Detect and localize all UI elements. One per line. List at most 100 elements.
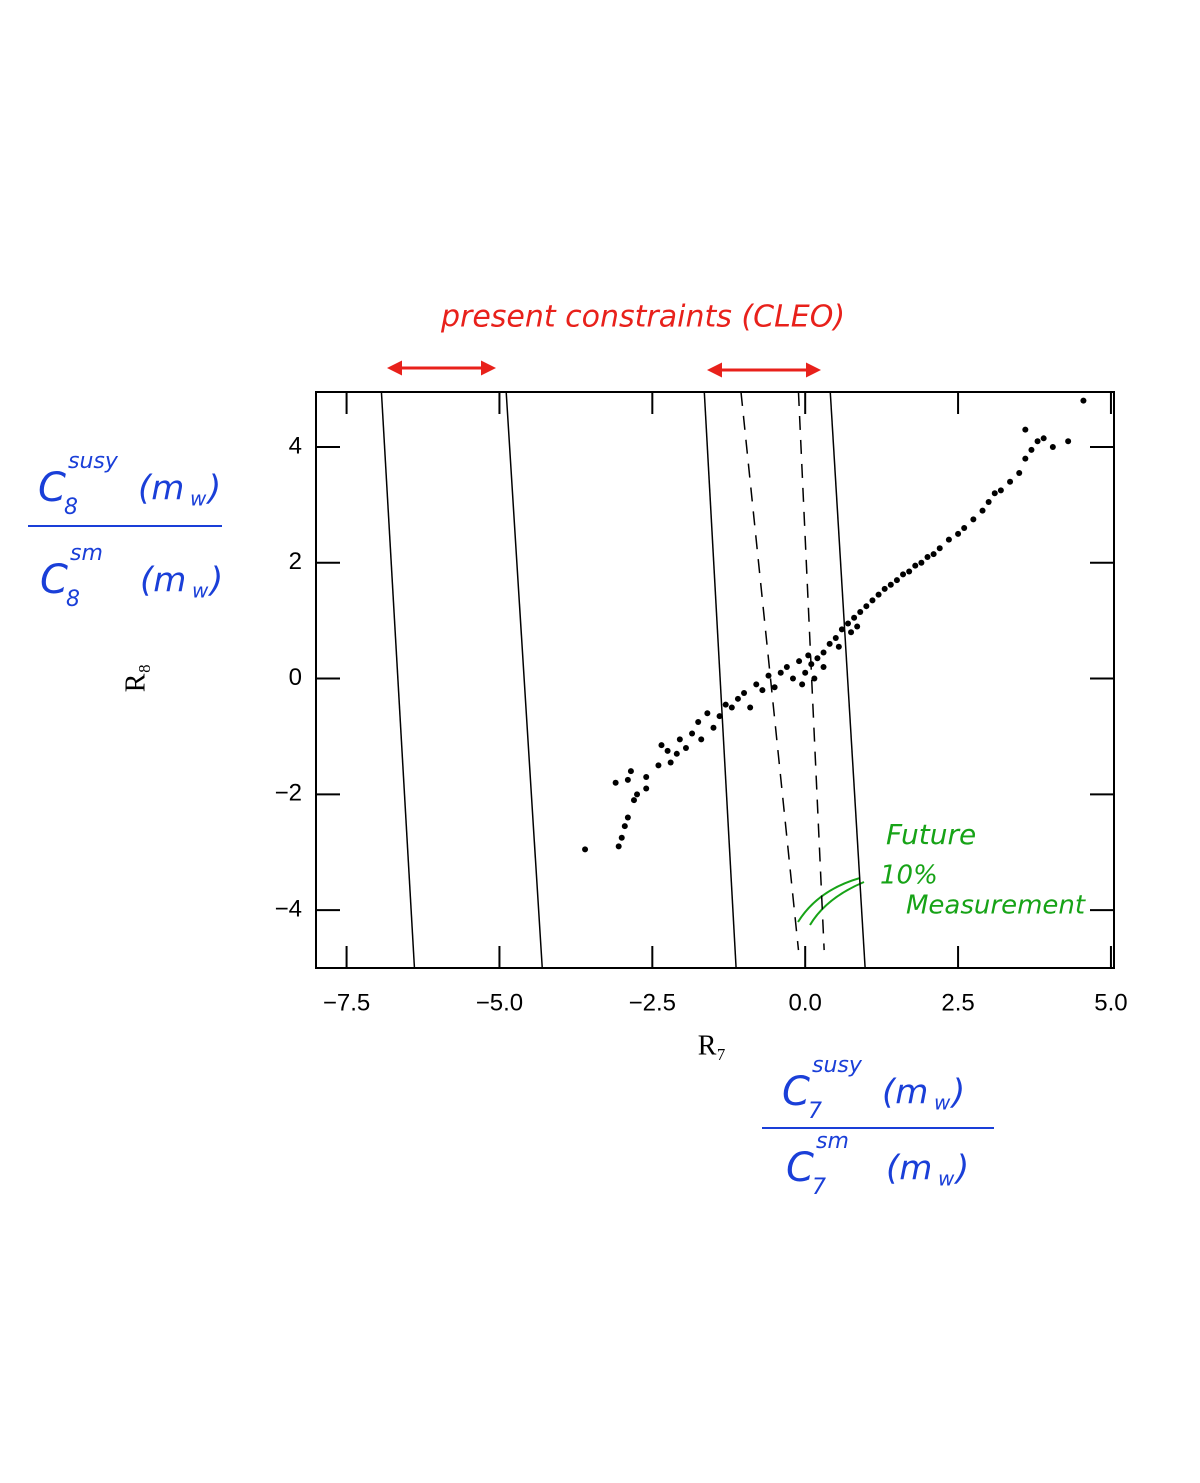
fraction-text: C bbox=[40, 557, 68, 603]
scatter-point bbox=[621, 823, 628, 830]
scatter-point bbox=[961, 525, 968, 532]
scatter-point bbox=[667, 759, 674, 766]
scatter-point bbox=[805, 652, 812, 659]
scatter-point bbox=[612, 779, 619, 786]
scatter-point bbox=[835, 643, 842, 650]
y-axis-label: R₈ bbox=[120, 664, 151, 692]
scatter-point bbox=[1065, 438, 1072, 445]
scatter-point bbox=[997, 487, 1004, 494]
scatter-point bbox=[906, 568, 913, 575]
scatter-point bbox=[753, 681, 760, 688]
scatter-point bbox=[826, 640, 833, 647]
fraction-text: (m bbox=[140, 561, 186, 601]
plot-frame bbox=[315, 391, 1115, 969]
scatter-point bbox=[1022, 455, 1029, 462]
scatter-point bbox=[848, 629, 855, 636]
scatter-point bbox=[789, 675, 796, 682]
scatter-point bbox=[1007, 478, 1014, 485]
scatter-point bbox=[814, 655, 821, 662]
scatter-point bbox=[851, 614, 858, 621]
x-tick-label: 2.5 bbox=[941, 989, 974, 1016]
scatter-point bbox=[682, 745, 689, 752]
scatter-point bbox=[1022, 426, 1029, 433]
scatter-point bbox=[716, 713, 723, 720]
fraction-text: 8 bbox=[66, 587, 80, 612]
note-text: Future bbox=[886, 818, 976, 851]
fraction-text: C bbox=[38, 465, 66, 511]
scatter-point bbox=[698, 736, 705, 743]
scatter-point bbox=[808, 661, 815, 668]
scatter-point bbox=[643, 785, 650, 792]
scatter-point bbox=[615, 843, 622, 850]
x-tick-label: 0.0 bbox=[789, 989, 822, 1016]
scatter-point bbox=[887, 581, 894, 588]
fraction-text: ) bbox=[205, 469, 221, 509]
scatter-point bbox=[1034, 438, 1041, 445]
scatter-point bbox=[582, 846, 589, 853]
x-tick-label: −5.0 bbox=[476, 989, 523, 1016]
scatter-point bbox=[704, 710, 711, 717]
scatter-point bbox=[936, 545, 943, 552]
fraction-text: w bbox=[934, 1091, 951, 1115]
scatter-point bbox=[695, 718, 702, 725]
scatter-point bbox=[689, 730, 696, 737]
scatter-point bbox=[945, 536, 952, 543]
scatter-point bbox=[783, 663, 790, 670]
constraint-line bbox=[740, 391, 800, 951]
fraction-text: susy bbox=[68, 449, 119, 474]
scatter-point bbox=[777, 669, 784, 676]
scatter-point bbox=[811, 675, 818, 682]
scatter-point bbox=[985, 498, 992, 505]
fraction-text: ) bbox=[949, 1073, 965, 1113]
scatter-point bbox=[991, 490, 998, 497]
fraction-text: ) bbox=[953, 1149, 969, 1189]
scatter-point bbox=[1028, 446, 1035, 453]
constraint-line bbox=[797, 391, 825, 951]
scatter-point bbox=[1040, 435, 1047, 442]
scatter-point bbox=[1080, 397, 1087, 404]
scatter-point bbox=[624, 814, 631, 821]
scatter-point bbox=[820, 663, 827, 670]
scatter-point bbox=[970, 516, 977, 523]
scatter-point bbox=[630, 797, 637, 804]
constraint-line bbox=[380, 391, 416, 969]
scatter-point bbox=[832, 635, 839, 642]
scatter-point bbox=[799, 681, 806, 688]
x-tick-label: −7.5 bbox=[323, 989, 370, 1016]
scatter-point bbox=[930, 551, 937, 558]
scatter-point bbox=[838, 626, 845, 633]
fraction-text: w bbox=[192, 579, 209, 603]
scatter-point bbox=[845, 620, 851, 627]
constraint-line bbox=[829, 391, 866, 969]
y-tick-label: 2 bbox=[289, 548, 302, 575]
scatter-point bbox=[734, 695, 741, 702]
scatter-point bbox=[875, 591, 882, 598]
scatter-point bbox=[900, 571, 907, 578]
fraction-text: sm bbox=[816, 1129, 849, 1154]
scatter-point bbox=[658, 742, 665, 749]
note-pointer bbox=[797, 877, 865, 926]
scatter-point bbox=[955, 530, 962, 537]
note-text: Measurement bbox=[906, 891, 1086, 921]
scatter-point bbox=[918, 559, 925, 566]
x-tick-label: −2.5 bbox=[629, 989, 676, 1016]
fraction-text: 7 bbox=[808, 1099, 822, 1124]
constraint-line bbox=[505, 391, 544, 969]
scatter-point bbox=[627, 768, 634, 775]
scatter-point bbox=[863, 603, 870, 610]
scatter-point bbox=[741, 690, 748, 697]
scatter-point bbox=[759, 687, 766, 694]
scatter-point bbox=[1016, 470, 1023, 477]
scatter-point bbox=[655, 762, 662, 769]
note-text: 10% bbox=[880, 861, 938, 891]
fraction-text: 8 bbox=[64, 495, 78, 520]
scatter-point bbox=[634, 791, 641, 798]
scatter-point bbox=[796, 658, 803, 665]
scatter-point bbox=[747, 704, 754, 711]
scatter-point bbox=[893, 577, 900, 584]
scatter-point bbox=[1049, 443, 1056, 450]
x-axis-label: R₇ bbox=[698, 1030, 726, 1061]
scatter-point bbox=[624, 776, 631, 783]
